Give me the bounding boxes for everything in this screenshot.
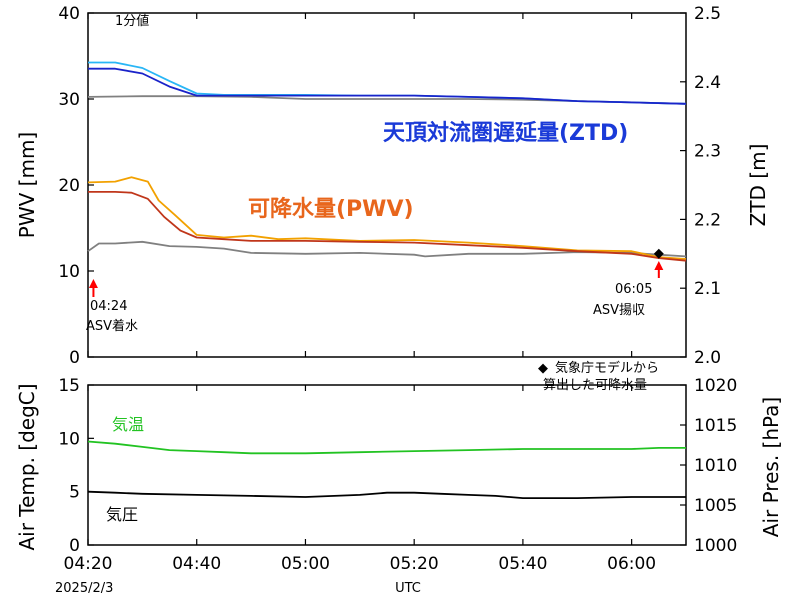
bottom-series-line-0 [87, 440, 686, 455]
pwv-label: 可降水量(PWV) [248, 197, 414, 222]
xtick-label: 05:00 [281, 554, 330, 574]
ztd-label: 天頂対流圏遅延量(ZTD) [383, 120, 628, 146]
top-y2tick-label: 2.4 [694, 73, 721, 93]
top-y2tick-label: 2.5 [694, 4, 721, 24]
bottom-ytick-label: 10 [58, 429, 80, 449]
legend-marker: ◆ [538, 361, 548, 376]
top-ytick-label: 0 [69, 348, 80, 368]
sampling-label: 1分値 [115, 13, 149, 29]
bottom-y2tick-label: 1005 [694, 496, 737, 516]
xtick-label: 05:40 [498, 554, 547, 574]
annotation-start-event: ASV着水 [86, 318, 138, 334]
legend-line2: 算出した可降水量 [543, 378, 647, 393]
bottom-ytick-label: 0 [69, 536, 80, 556]
top-y2tick-label: 2.3 [694, 142, 721, 162]
top-ytick-label: 30 [58, 90, 80, 110]
bottom-y2tick-label: 1020 [694, 376, 737, 396]
bottom-plot-frame [87, 384, 687, 546]
annotation-end-time: 06:05 [615, 282, 652, 297]
top-series-line-1 [88, 61, 687, 105]
xtick-label: 06:00 [607, 554, 656, 574]
top-y2tick-label: 2.0 [694, 348, 721, 368]
temp-label: 気温 [112, 415, 144, 434]
top-series-line-2 [88, 67, 687, 105]
xtick-label: 04:40 [172, 554, 221, 574]
bottom-ylabel: Air Temp. [degC] [15, 383, 39, 550]
bottom-series-line-1 [87, 490, 686, 500]
annotation-start-time: 04:24 [90, 299, 127, 314]
top-y2label: ZTD [m] [746, 144, 770, 227]
end-arrow-head [654, 261, 664, 270]
xtick-label: 05:20 [390, 554, 439, 574]
top-ytick-label: 10 [58, 262, 80, 282]
top-y2tick-label: 2.1 [694, 279, 721, 299]
pres-label: 気圧 [106, 505, 138, 524]
bottom-ytick-label: 15 [58, 376, 80, 396]
x-axis-label: UTC [395, 581, 421, 596]
top-series-line-3 [87, 240, 687, 258]
xtick-label: 04:20 [64, 554, 113, 574]
bottom-y2label: Air Pres. [hPa] [759, 397, 783, 537]
jma-model-point [653, 248, 664, 259]
annotation-end-event: ASV揚収 [593, 302, 645, 318]
top-y2tick-label: 2.2 [694, 210, 721, 230]
top-series-line-0 [87, 95, 687, 105]
start-arrow-head [88, 279, 98, 288]
legend-line1: 気象庁モデルから [555, 360, 659, 376]
bottom-y2tick-label: 1000 [694, 536, 737, 556]
date-label: 2025/2/3 [55, 581, 113, 596]
top-series-line-5 [88, 190, 687, 262]
top-ytick-label: 20 [58, 176, 80, 196]
bottom-ytick-label: 5 [69, 483, 80, 503]
top-ytick-label: 40 [58, 4, 80, 24]
bottom-y2tick-label: 1015 [694, 416, 737, 436]
bottom-y2tick-label: 1010 [694, 456, 737, 476]
top-ylabel: PWV [mm] [15, 132, 39, 238]
